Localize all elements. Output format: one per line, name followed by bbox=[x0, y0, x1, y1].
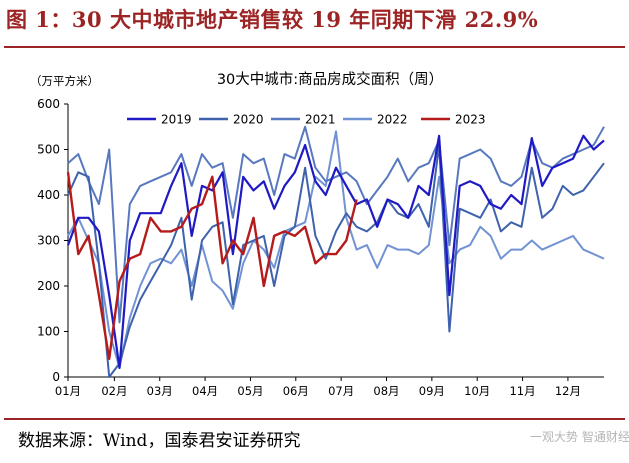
figure-title: 图 1：30 大中城市地产销售较 19 年同期下滑 22.9% bbox=[6, 7, 539, 32]
y-tick-label: 100 bbox=[37, 325, 60, 339]
x-tick-label: 09月 bbox=[419, 384, 445, 398]
series-line-2020 bbox=[67, 144, 605, 378]
legend: 2019 2020 2021 2022 2023 bbox=[127, 113, 486, 127]
x-tick-label: 10月 bbox=[464, 384, 490, 398]
chart-title: 30大中城市:商品房成交面积（周） bbox=[217, 70, 443, 88]
y-tick-label: 0 bbox=[52, 370, 60, 384]
series-lines bbox=[66, 125, 605, 378]
source-note: 数据来源：Wind，国泰君安证券研究 bbox=[18, 431, 301, 451]
y-tick-label: 400 bbox=[37, 188, 60, 202]
x-tick-label: 02月 bbox=[101, 384, 127, 398]
x-tick-label: 06月 bbox=[283, 384, 309, 398]
title-rule bbox=[4, 46, 625, 48]
y-tick-label: 300 bbox=[37, 234, 60, 248]
legend-label-2021: 2021 bbox=[305, 113, 336, 127]
x-tick-label: 04月 bbox=[192, 384, 218, 398]
legend-label-2020: 2020 bbox=[233, 113, 264, 127]
x-tick-label: 08月 bbox=[373, 384, 399, 398]
source-rule bbox=[4, 418, 625, 420]
series-line-2023 bbox=[66, 172, 358, 360]
legend-label-2022: 2022 bbox=[377, 113, 408, 127]
x-tick-label: 03月 bbox=[147, 384, 173, 398]
watermark: 一观大势 智通财经 bbox=[530, 430, 629, 444]
x-tick-label: 12月 bbox=[555, 384, 581, 398]
series-line-2019 bbox=[66, 134, 605, 369]
legend-label-2023: 2023 bbox=[455, 113, 486, 127]
x-tick-label: 05月 bbox=[237, 384, 263, 398]
axes: 0 100 200 300 400 500 600 01月 02月 03月 04月 05月 06月 07月… bbox=[37, 97, 604, 398]
legend-label-2019: 2019 bbox=[161, 113, 192, 127]
x-tick-label: 07月 bbox=[328, 384, 354, 398]
y-tick-label: 600 bbox=[37, 97, 60, 111]
y-axis-label: （万平方米） bbox=[30, 74, 99, 88]
y-tick-label: 200 bbox=[37, 279, 60, 293]
x-tick-label: 01月 bbox=[55, 384, 81, 398]
series-line-2021 bbox=[67, 125, 605, 324]
series-line-2022 bbox=[67, 130, 605, 369]
x-tick-label: 11月 bbox=[509, 384, 535, 398]
y-tick-label: 500 bbox=[37, 143, 60, 157]
